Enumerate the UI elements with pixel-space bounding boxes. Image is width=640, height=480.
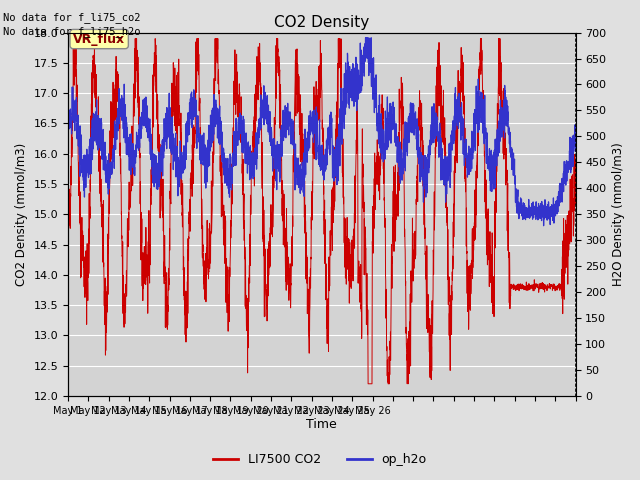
X-axis label: Time: Time (307, 419, 337, 432)
Y-axis label: H2O Density (mmol/m3): H2O Density (mmol/m3) (612, 143, 625, 286)
Text: No data for f_li75_h2o: No data for f_li75_h2o (3, 26, 141, 37)
Title: CO2 Density: CO2 Density (274, 15, 369, 30)
Text: No data for f_li75_co2: No data for f_li75_co2 (3, 12, 141, 23)
Text: VR_flux: VR_flux (73, 33, 125, 46)
Y-axis label: CO2 Density (mmol/m3): CO2 Density (mmol/m3) (15, 143, 28, 286)
Legend: LI7500 CO2, op_h2o: LI7500 CO2, op_h2o (209, 448, 431, 471)
